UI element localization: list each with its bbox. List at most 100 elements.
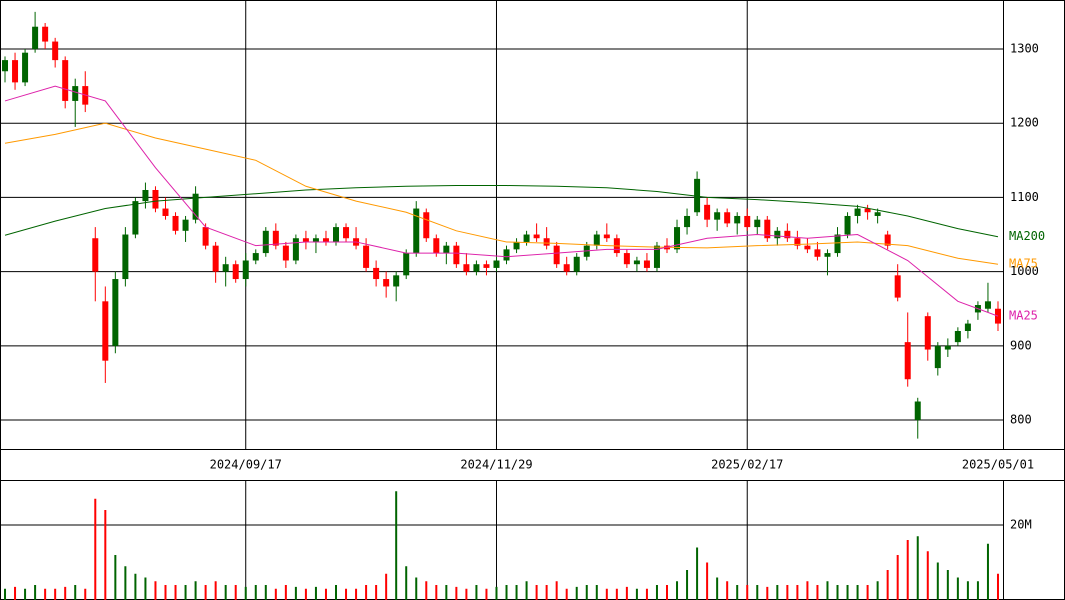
x-tick-label: 2024/09/17 <box>210 458 282 472</box>
candle-body <box>924 316 931 350</box>
volume-bar <box>324 588 327 600</box>
candle-body <box>573 256 580 272</box>
candle-body <box>252 253 259 261</box>
volume-bar <box>575 586 578 600</box>
candle-body <box>142 189 149 202</box>
candle-body <box>182 219 189 231</box>
y-tick-label: 1000 <box>1010 264 1039 278</box>
volume-bar <box>856 585 859 600</box>
volume-bar <box>134 573 137 600</box>
volume-bar <box>455 586 458 600</box>
candle-body <box>904 342 911 380</box>
volume-bar <box>615 588 618 600</box>
volume-bar <box>806 581 809 600</box>
candle-body <box>72 86 79 101</box>
volume-bar <box>826 581 829 600</box>
candle-body <box>152 189 159 209</box>
legend-label: MA200 <box>1009 229 1045 243</box>
candle-body <box>433 238 440 254</box>
volume-bar <box>736 585 739 600</box>
volume-bar <box>716 577 719 600</box>
candle-body <box>704 204 711 220</box>
candle-body <box>443 245 450 254</box>
volume-bar <box>936 562 939 600</box>
volume-bar <box>706 562 709 600</box>
volume-bar <box>294 586 297 600</box>
y-tick-label: 1200 <box>1010 116 1039 130</box>
candle-body <box>232 264 239 280</box>
volume-bar <box>314 586 317 600</box>
volume-bar <box>976 581 979 600</box>
candle-body <box>834 234 841 254</box>
candle-body <box>724 212 731 224</box>
candle-body <box>202 227 209 246</box>
volume-bar <box>485 588 488 600</box>
candle-body <box>994 308 1001 324</box>
volume-bar <box>475 585 478 600</box>
candle-body <box>874 212 881 216</box>
volume-bar <box>64 586 67 600</box>
candle-body <box>864 208 871 213</box>
candle-body <box>373 267 380 280</box>
volume-bar <box>766 586 769 600</box>
volume-bar <box>665 585 668 600</box>
y-tick-label: 1100 <box>1010 190 1039 204</box>
volume-bar <box>756 585 759 600</box>
volume-bar <box>676 581 679 600</box>
volume-bar <box>405 566 408 600</box>
candle-body <box>694 178 701 213</box>
volume-bar <box>926 551 929 600</box>
candle-body <box>684 215 691 228</box>
candle-body <box>603 234 610 239</box>
volume-bar <box>896 555 899 600</box>
candle-body <box>533 234 540 239</box>
y-tick-label: 800 <box>1010 413 1032 427</box>
volume-bar <box>204 585 207 600</box>
volume-bar <box>184 585 187 600</box>
volume-bar <box>335 585 338 600</box>
volume-bar <box>345 588 348 600</box>
volume-bar <box>365 585 368 600</box>
volume-bar <box>495 586 498 600</box>
candle-body <box>523 234 530 242</box>
candle-body <box>192 193 199 220</box>
candle-body <box>934 345 941 369</box>
candle-body <box>794 238 801 246</box>
candle-body <box>242 260 249 280</box>
volume-bar <box>846 585 849 600</box>
candle-body <box>954 330 961 343</box>
candle-body <box>774 230 781 239</box>
volume-bar <box>946 570 949 600</box>
volume-bar <box>104 510 107 600</box>
candle-body <box>653 245 660 268</box>
ma-line <box>4 122 999 265</box>
candle-body <box>643 260 650 268</box>
candle-body <box>513 241 520 250</box>
volume-bar <box>224 585 227 600</box>
volume-tick-label: 20M <box>1010 518 1032 532</box>
candle-body <box>754 219 761 228</box>
candle-body <box>212 245 219 272</box>
volume-bar <box>435 585 438 600</box>
candle-body <box>633 260 640 265</box>
volume-bar <box>595 585 598 600</box>
candle-body <box>12 60 19 83</box>
volume-bar <box>505 585 508 600</box>
volume-bar <box>94 498 97 600</box>
candle-body <box>764 219 771 239</box>
candle-body <box>42 26 49 42</box>
volume-bar <box>355 588 358 600</box>
volume-bar <box>916 536 919 600</box>
candle-body <box>312 238 319 242</box>
volume-bar <box>144 577 147 600</box>
candle-body <box>553 245 560 265</box>
volume-bar <box>966 581 969 600</box>
volume-bar <box>836 585 839 600</box>
candle-body <box>282 245 289 261</box>
volume-bar <box>385 573 388 600</box>
candle-body <box>453 245 460 265</box>
volume-bar <box>14 586 17 600</box>
volume-bar <box>164 585 167 600</box>
volume-bar <box>625 586 628 600</box>
volume-bar <box>54 588 57 600</box>
